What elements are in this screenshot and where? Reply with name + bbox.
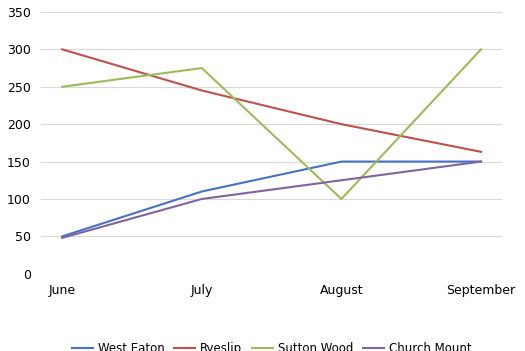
Line: Church Mount: Church Mount xyxy=(62,161,481,238)
Church Mount xyxy=(478,159,484,164)
Ryeslip xyxy=(198,88,205,93)
Sutton Wood xyxy=(478,47,484,52)
Church Mount xyxy=(59,236,65,240)
Ryeslip xyxy=(338,122,344,126)
Ryeslip xyxy=(478,150,484,154)
Church Mount xyxy=(338,178,344,183)
Ryeslip xyxy=(59,47,65,52)
Sutton Wood xyxy=(338,197,344,201)
West Eaton xyxy=(198,190,205,194)
Sutton Wood xyxy=(198,66,205,70)
Line: Sutton Wood: Sutton Wood xyxy=(62,49,481,199)
West Eaton xyxy=(478,159,484,164)
Church Mount xyxy=(198,197,205,201)
West Eaton xyxy=(338,159,344,164)
Line: West Eaton: West Eaton xyxy=(62,161,481,236)
West Eaton xyxy=(59,234,65,238)
Line: Ryeslip: Ryeslip xyxy=(62,49,481,152)
Legend: West Eaton, Ryeslip, Sutton Wood, Church Mount: West Eaton, Ryeslip, Sutton Wood, Church… xyxy=(67,337,476,351)
Sutton Wood xyxy=(59,85,65,89)
